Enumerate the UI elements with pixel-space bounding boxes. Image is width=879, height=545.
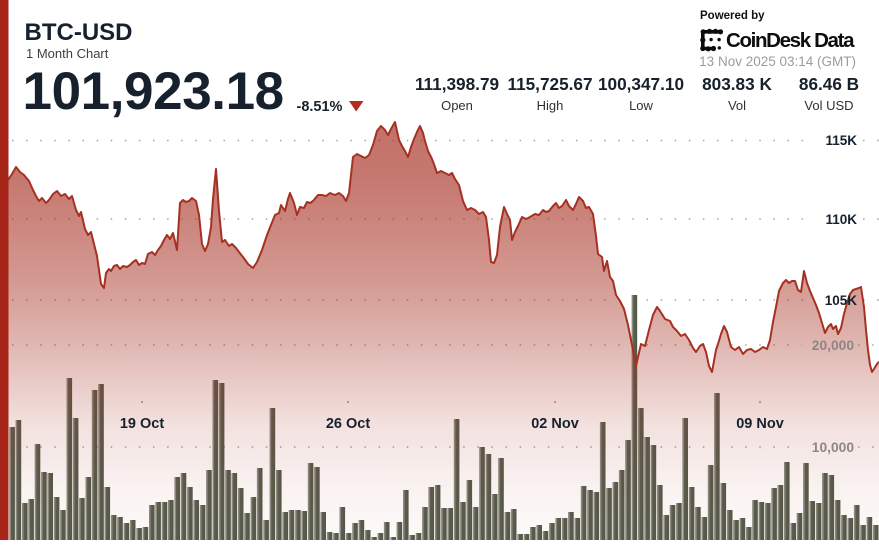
svg-text:86.46 B: 86.46 B	[799, 74, 859, 94]
svg-text:115,725.67: 115,725.67	[507, 74, 592, 94]
svg-text:Vol USD: Vol USD	[804, 98, 853, 113]
svg-text:09 Nov: 09 Nov	[736, 416, 784, 432]
svg-text:CoinDesk Data: CoinDesk Data	[726, 29, 855, 52]
svg-text:1 Month Chart: 1 Month Chart	[26, 46, 109, 61]
svg-text:Vol: Vol	[728, 98, 746, 113]
svg-text:803.83 K: 803.83 K	[702, 74, 772, 94]
svg-text:High: High	[537, 98, 564, 113]
svg-text:26 Oct: 26 Oct	[326, 416, 370, 432]
svg-text:Powered by: Powered by	[700, 10, 765, 22]
svg-text:111,398.79: 111,398.79	[415, 74, 499, 94]
svg-text:10,000: 10,000	[812, 440, 855, 455]
svg-text:100,347.10: 100,347.10	[598, 74, 684, 94]
svg-text:02 Nov: 02 Nov	[531, 416, 579, 432]
svg-text:13 Nov 2025 03:14 (GMT): 13 Nov 2025 03:14 (GMT)	[699, 54, 856, 69]
svg-text:-8.51%: -8.51%	[297, 99, 343, 115]
svg-text:19 Oct: 19 Oct	[120, 416, 164, 432]
svg-text:20,000: 20,000	[812, 338, 855, 353]
svg-text:105K: 105K	[825, 293, 858, 308]
svg-text:115K: 115K	[825, 133, 857, 148]
svg-text:BTC-USD: BTC-USD	[25, 19, 133, 46]
svg-text:101,923.18: 101,923.18	[23, 62, 284, 121]
svg-text:Low: Low	[629, 98, 653, 113]
svg-text:Open: Open	[441, 98, 473, 113]
svg-text:110K: 110K	[825, 212, 857, 227]
